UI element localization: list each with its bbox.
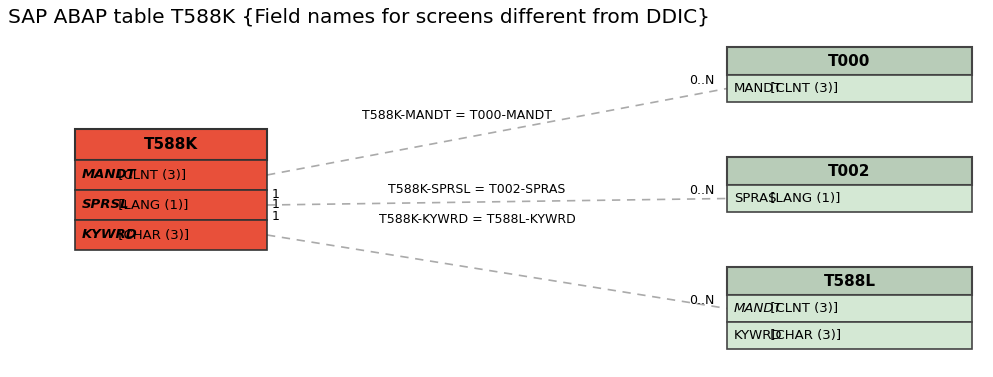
Text: 1: 1 — [272, 199, 280, 211]
Text: SAP ABAP table T588K {Field names for screens different from DDIC}: SAP ABAP table T588K {Field names for sc… — [8, 7, 710, 26]
Text: 1: 1 — [272, 187, 280, 201]
Text: [CLNT (3)]: [CLNT (3)] — [767, 302, 839, 315]
Text: SPRAS: SPRAS — [734, 192, 777, 205]
Text: T588K: T588K — [144, 137, 198, 152]
Text: T588L: T588L — [823, 273, 876, 288]
Bar — [75, 190, 267, 220]
Text: T000: T000 — [828, 54, 871, 69]
Text: T002: T002 — [828, 164, 871, 178]
Text: MANDT: MANDT — [82, 169, 136, 181]
Text: MANDT: MANDT — [734, 82, 782, 95]
Text: [LANG (1)]: [LANG (1)] — [767, 192, 841, 205]
Text: 0..N: 0..N — [689, 74, 714, 87]
Bar — [727, 295, 972, 322]
Bar — [727, 47, 972, 75]
Bar — [75, 160, 267, 190]
Text: SPRSL: SPRSL — [82, 199, 129, 211]
Text: [CHAR (3)]: [CHAR (3)] — [114, 228, 190, 242]
Text: KYWRD: KYWRD — [734, 329, 782, 342]
Bar — [75, 129, 267, 160]
Text: T588K-MANDT = T000-MANDT: T588K-MANDT = T000-MANDT — [362, 109, 552, 122]
Bar — [727, 267, 972, 295]
Bar — [727, 185, 972, 212]
Text: T588K-KYWRD = T588L-KYWRD: T588K-KYWRD = T588L-KYWRD — [378, 213, 575, 226]
Bar — [727, 157, 972, 185]
Text: [LANG (1)]: [LANG (1)] — [114, 199, 189, 211]
Text: [CLNT (3)]: [CLNT (3)] — [114, 169, 187, 181]
Text: 0..N: 0..N — [689, 294, 714, 307]
Text: 0..N: 0..N — [689, 184, 714, 197]
Bar — [75, 220, 267, 250]
Bar — [727, 322, 972, 349]
Bar — [727, 75, 972, 102]
Text: [CLNT (3)]: [CLNT (3)] — [767, 82, 839, 95]
Text: 1: 1 — [272, 210, 280, 222]
Text: T588K-SPRSL = T002-SPRAS: T588K-SPRSL = T002-SPRAS — [388, 183, 566, 196]
Text: KYWRD: KYWRD — [82, 228, 138, 242]
Text: MANDT: MANDT — [734, 302, 782, 315]
Text: [CHAR (3)]: [CHAR (3)] — [767, 329, 842, 342]
